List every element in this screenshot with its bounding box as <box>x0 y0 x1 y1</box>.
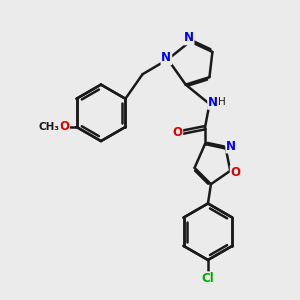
Text: Cl: Cl <box>202 272 214 285</box>
Text: O: O <box>231 166 241 179</box>
Text: N: N <box>184 32 194 44</box>
Text: O: O <box>172 126 182 139</box>
Text: N: N <box>226 140 236 153</box>
Text: H: H <box>218 97 226 106</box>
Text: CH₃: CH₃ <box>39 122 60 132</box>
Text: N: N <box>208 96 218 109</box>
Text: N: N <box>161 51 171 64</box>
Text: O: O <box>59 120 69 133</box>
